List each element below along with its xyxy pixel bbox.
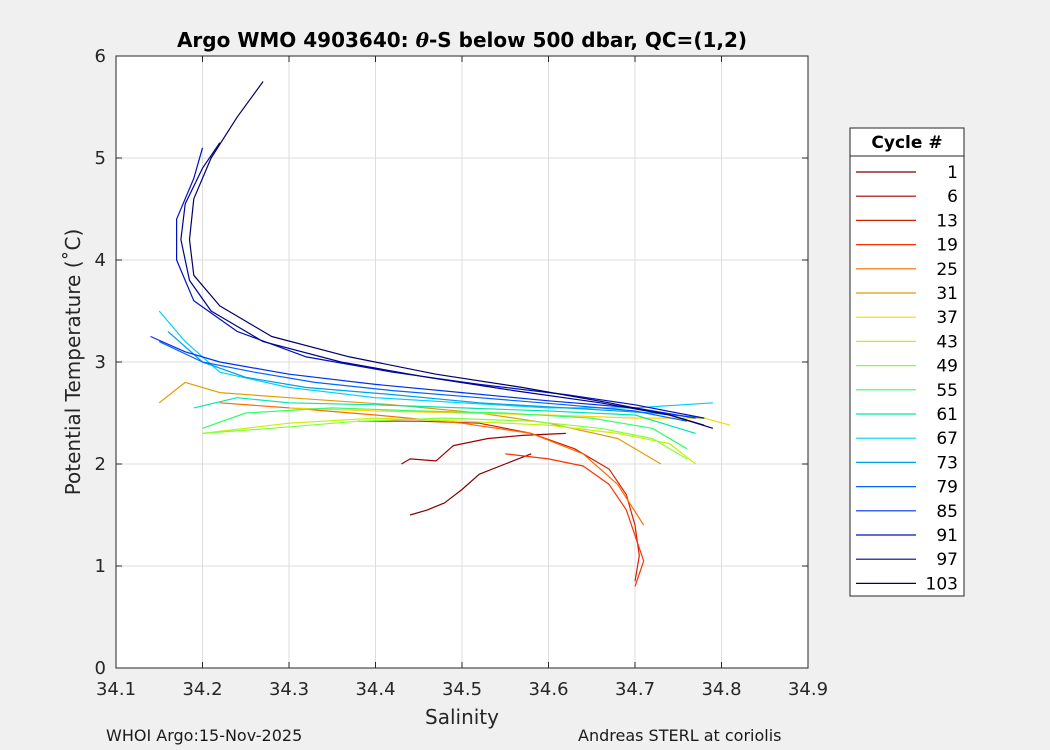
legend-label: 55 (936, 381, 958, 401)
series-line-cycle-103 (188, 81, 714, 429)
x-tick-label: 34.8 (701, 679, 741, 700)
legend-label: 43 (936, 332, 958, 352)
x-tick-label: 34.6 (528, 679, 568, 700)
legend-label: 37 (936, 308, 958, 328)
y-tick-label: 1 (95, 556, 106, 577)
legend-label: 31 (936, 284, 958, 304)
series-line-cycle-73 (167, 330, 705, 419)
series-line-cycle-61 (193, 397, 696, 434)
y-tick-label: 3 (95, 352, 106, 373)
footer-source: WHOI Argo:15-Nov-2025 (106, 726, 303, 745)
legend-label: 61 (936, 405, 958, 425)
x-tick-label: 34.1 (96, 679, 136, 700)
y-tick-label: 6 (95, 46, 106, 67)
y-tick-label: 5 (95, 148, 106, 169)
legend-label: 6 (947, 187, 958, 207)
legend-label: 13 (936, 211, 958, 231)
x-tick-label: 34.5 (442, 679, 482, 700)
series-line-cycle-85 (150, 335, 696, 419)
x-tick-label: 34.9 (788, 679, 828, 700)
legend-label: 91 (936, 526, 958, 546)
legend-label: 73 (936, 453, 958, 473)
y-axis-label: Potential Temperature (˚C) (61, 229, 85, 496)
y-tick-label: 0 (95, 658, 106, 679)
legend-label: 97 (936, 550, 958, 570)
y-tick-label: 2 (95, 454, 106, 475)
legend-label: 67 (936, 429, 958, 449)
legend-label: 103 (926, 574, 958, 594)
series-line-cycle-31 (158, 381, 662, 465)
x-tick-label: 34.2 (182, 679, 222, 700)
series-line-cycle-97 (180, 142, 705, 426)
series-line-cycle-43 (202, 417, 696, 465)
x-tick-label: 34.4 (355, 679, 395, 700)
legend: Cycle # 1 6 13 19 25 31 37 43 49 55 61 67 73 79 85 91 97… (849, 127, 965, 597)
x-tick-label: 34.7 (615, 679, 655, 700)
legend-label: 25 (936, 260, 958, 280)
legend-box (849, 127, 965, 597)
y-tick-label: 4 (95, 250, 106, 271)
legend-label: 85 (936, 502, 958, 522)
x-axis-label: Salinity (425, 705, 499, 729)
legend-label: 49 (936, 357, 958, 377)
series-line-cycle-55 (202, 407, 688, 450)
series-line-cycle-19 (505, 453, 645, 587)
series-line-cycle-49 (202, 417, 688, 460)
series-line-cycle-6 (401, 432, 566, 465)
series-line-cycle-79 (158, 341, 688, 422)
legend-label: 79 (936, 478, 958, 498)
legend-label: 1 (947, 163, 958, 183)
legend-label: 19 (936, 236, 958, 256)
series-line-cycle-1 (409, 453, 532, 516)
legend-title: Cycle # (871, 133, 942, 153)
legend-entries: 1 6 13 19 25 31 37 43 49 55 61 67 73 79 85 91 97 103 (856, 163, 958, 594)
footer-author: Andreas STERL at coriolis (578, 726, 782, 745)
axis-ticks: 34.1 34.2 34.3 34.4 34.5 34.6 34.7 34.8 34.9 0 1 2 3… (95, 46, 828, 700)
x-tick-label: 34.3 (269, 679, 309, 700)
chart-title: Argo WMO 4903640: θ-S below 500 dbar, QC… (177, 28, 747, 52)
series-layer (150, 81, 731, 587)
